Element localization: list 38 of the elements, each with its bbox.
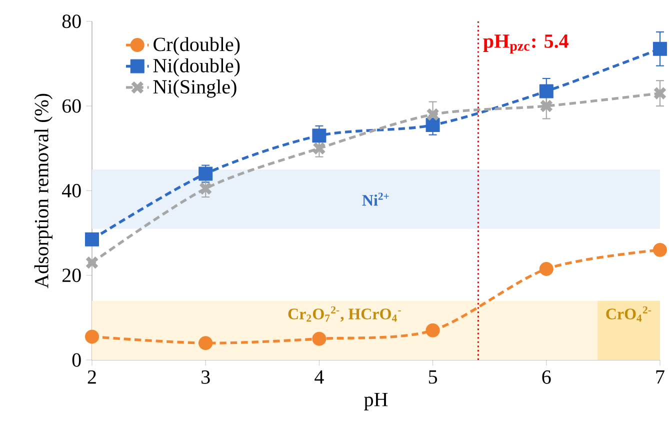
legend-label: Ni(Single) <box>153 80 236 98</box>
ref-line-label: pH$_{pzc}$: 5.4 <box>483 34 568 54</box>
point <box>312 128 326 143</box>
point <box>539 262 554 276</box>
y-tick-label: 20 <box>62 268 81 282</box>
point <box>312 142 326 156</box>
point <box>198 182 212 196</box>
y-tick-label: 80 <box>62 14 81 28</box>
point <box>198 166 213 181</box>
y-axis-title: Adsorption removal (%) <box>34 94 52 288</box>
legend-label: Cr(double) <box>154 37 240 56</box>
band-label: CrO$_{4}$2- <box>606 306 652 322</box>
x-tick-label: 5 <box>428 370 438 384</box>
x-tick-label: 2 <box>88 370 96 384</box>
band-label: Cr$_{2}$O$_{7}$$^{2-}$, HCrO$_{4}$- <box>288 306 401 322</box>
point <box>312 332 326 346</box>
point <box>540 99 554 113</box>
point <box>652 42 667 56</box>
point <box>539 84 554 98</box>
x-tick-label: 7 <box>656 370 664 384</box>
band-label: Ni$^{2+}$ <box>362 192 389 206</box>
point <box>426 108 440 122</box>
point <box>426 118 440 132</box>
point <box>426 323 440 338</box>
legend-label: Ni(double) <box>153 58 240 76</box>
x-tick-label: 6 <box>542 370 551 384</box>
x-axis-title: pH <box>364 393 388 410</box>
x-tick-label: 4 <box>314 370 324 384</box>
x-tick-label: 3 <box>202 370 210 384</box>
point <box>652 242 667 257</box>
point <box>85 256 99 270</box>
point <box>198 336 213 350</box>
point <box>85 232 99 246</box>
y-tick-label: 60 <box>62 99 81 113</box>
point <box>653 86 667 100</box>
point <box>85 330 99 344</box>
y-tick-label: 0 <box>72 353 81 367</box>
y-tick-label: 40 <box>62 184 81 198</box>
